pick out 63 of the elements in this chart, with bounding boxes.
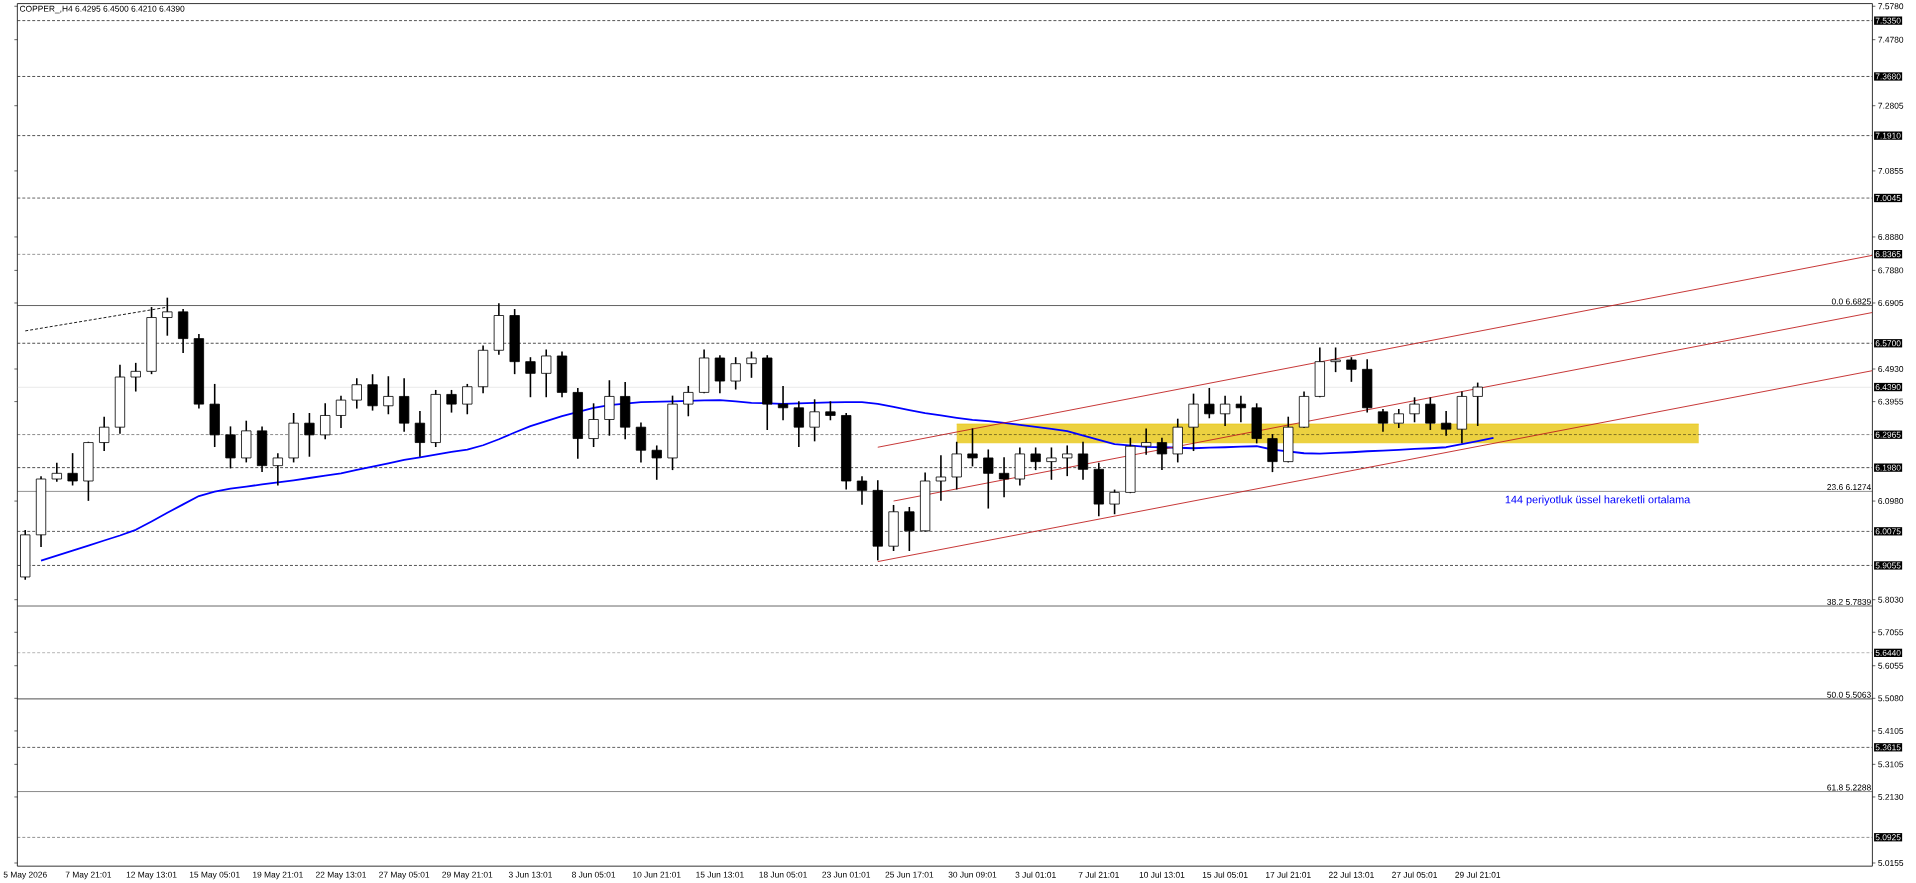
ref-line-label: 61.8 5.2288 xyxy=(1827,784,1871,791)
ref-line-label: 23.6 6.1274 xyxy=(1827,484,1871,491)
x-tick-label: 29 May 21:01 xyxy=(442,871,493,880)
x-tick-label: 22 Jul 13:01 xyxy=(1328,871,1374,878)
y-tick-label: 5.3105 xyxy=(1878,761,1904,768)
x-tick-label: 23 Jun 01:01 xyxy=(822,871,871,878)
y-tick-label: 6.3955 xyxy=(1878,398,1904,405)
ref-line-label: 6.2965 xyxy=(1875,431,1901,438)
ref-line-label: 7.1910 xyxy=(1875,132,1901,139)
ref-line-label: 7.0045 xyxy=(1875,195,1901,201)
y-tick-label: 7.5780 xyxy=(1878,3,1904,10)
y-tick-label: 7.0855 xyxy=(1878,167,1904,174)
y-tick-label: 5.7055 xyxy=(1878,629,1904,636)
ref-line-label: 50.0 5.5063 xyxy=(1827,691,1871,698)
y-tick-label: 5.5080 xyxy=(1878,695,1904,702)
y-tick-label: 5.2130 xyxy=(1878,793,1904,800)
x-tick-label: 7 Jul 21:01 xyxy=(1078,871,1119,878)
x-tick-label: 22 May 13:01 xyxy=(315,871,367,880)
ref-line-label: 5.9055 xyxy=(1875,562,1901,569)
ref-line-label: 7.5350 xyxy=(1875,17,1901,24)
y-tick-label: 6.6905 xyxy=(1878,300,1904,306)
y-tick-label: 5.8030 xyxy=(1878,596,1904,603)
y-tick-label: 6.8880 xyxy=(1878,233,1904,240)
y-tick-label: 7.2805 xyxy=(1878,102,1904,109)
x-tick-label: 15 May 05:01 xyxy=(189,871,240,880)
x-tick-label: 18 Jun 05:01 xyxy=(759,871,807,878)
ref-line-label: 0.0 6.6825 xyxy=(1831,298,1871,305)
x-tick-label: 10 Jul 13:01 xyxy=(1139,871,1185,878)
y-tick-label: 6.0980 xyxy=(1878,498,1904,505)
x-tick-label: 17 Jul 21:01 xyxy=(1266,871,1311,878)
x-tick-label: 8 Jun 05:01 xyxy=(572,871,616,878)
x-tick-label: 29 Jul 21:01 xyxy=(1455,871,1501,878)
ref-line-label: 6.1980 xyxy=(1875,464,1901,471)
y-tick-label: 6.7880 xyxy=(1878,267,1904,274)
x-tick-label: 15 Jun 13:01 xyxy=(696,871,744,878)
x-tick-label: 3 Jul 01:01 xyxy=(1015,871,1056,878)
x-tick-label: 7 May 21:01 xyxy=(65,871,112,880)
x-tick-label: 3 Jun 13:01 xyxy=(508,871,552,878)
x-tick-label: 27 Jul 05:01 xyxy=(1392,871,1437,878)
x-tick-label: 30 Jun 09:01 xyxy=(948,871,997,878)
y-tick-label: 5.6055 xyxy=(1878,662,1904,669)
x-tick-label: 12 May 13:01 xyxy=(126,871,177,880)
chart-title: COPPER_,H4 6.4295 6.4500 6.4210 6.4390 xyxy=(19,5,185,14)
text: 144 periyotluk üssel hareketli ortalama xyxy=(1505,495,1691,506)
ref-line-label: 6.0075 xyxy=(1875,528,1901,535)
x-tick-label: 15 Jul 05:01 xyxy=(1202,871,1248,878)
y-tick-label: 5.4105 xyxy=(1878,727,1904,734)
y-tick-label: 7.4780 xyxy=(1878,36,1904,43)
ref-line-label: 6.5700 xyxy=(1875,340,1901,347)
ref-line-label: 5.0925 xyxy=(1875,834,1901,841)
ref-line-label: 7.3680 xyxy=(1875,73,1901,80)
ref-line-label: 5.6440 xyxy=(1875,649,1901,656)
ref-line-label: 6.8365 xyxy=(1875,251,1901,258)
x-tick-label: 27 May 05:01 xyxy=(379,871,430,880)
ref-line-label: 38.2 5.7839 xyxy=(1827,598,1871,605)
y-tick-label: 5.0155 xyxy=(1878,860,1904,866)
x-tick-label: 25 Jun 17:01 xyxy=(885,871,934,878)
y-tick-label: 6.4930 xyxy=(1878,366,1904,372)
x-tick-label: 5 May 2026 xyxy=(3,871,47,880)
x-tick-label: 19 May 21:01 xyxy=(253,871,303,880)
x-tick-label: 10 Jun 21:01 xyxy=(633,871,681,878)
ref-line-label: 5.3615 xyxy=(1875,744,1901,751)
ref-line-label: 6.4390 xyxy=(1875,384,1901,391)
